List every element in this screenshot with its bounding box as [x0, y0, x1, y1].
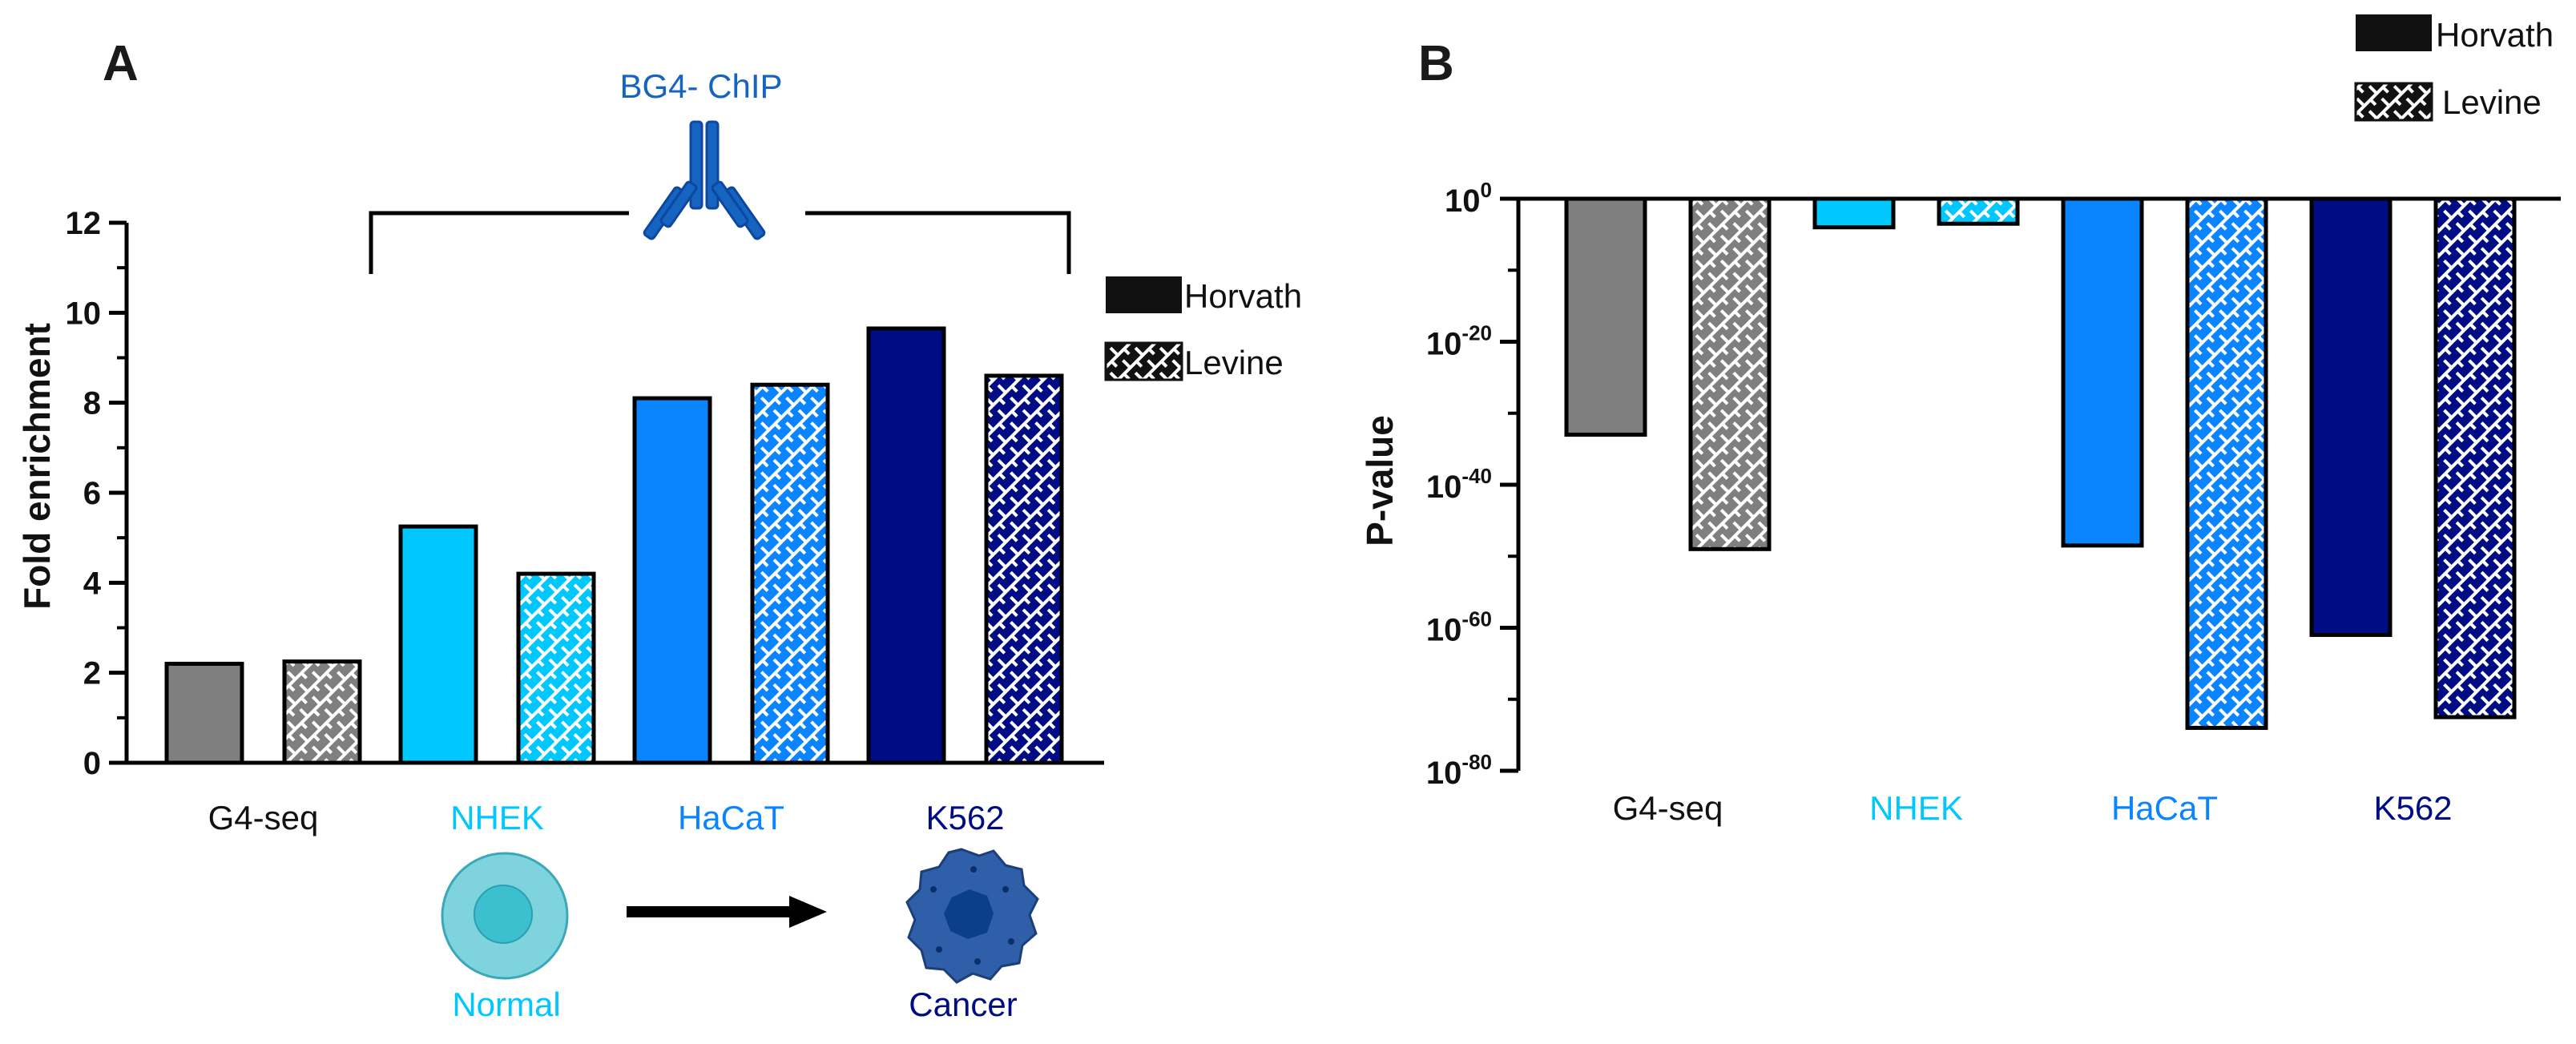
panel-b-bar-g4-seq-horvath — [1564, 196, 1647, 437]
panel-a-y-tick-label: 2 — [83, 656, 101, 691]
panel-a-bar-nhek-levine — [516, 571, 596, 765]
panel-b-bar-hacat-levine — [2185, 196, 2268, 730]
panel-a-bar-g4-seq-levine — [282, 659, 362, 765]
panel-b-bar-g4-seq-levine — [1688, 196, 1772, 551]
panel-b-chart: P-value 100 10-20 10-40 10-60 10-80 G4-seq NH… — [1359, 14, 2561, 827]
panel-b-category-label-k562: K562 — [2373, 789, 2452, 827]
panel-a-category-label-k562: K562 — [925, 799, 1004, 836]
panel-b-legend-levine-label: Levine — [2442, 83, 2542, 121]
cancer-cell-icon — [905, 848, 1039, 984]
panel-b-bar-nhek-levine — [1937, 196, 2020, 226]
panel-a-y-tick-label: 6 — [83, 476, 101, 511]
panel-a-bar-hacat-levine — [750, 382, 830, 765]
panel-b-legend-levine-swatch — [2354, 82, 2433, 122]
panel-b-legend-horvath-label: Horvath — [2436, 16, 2554, 54]
panel-b-y-tick-label: 100 — [1445, 178, 1492, 219]
cancer-cell-label: Cancer — [909, 986, 1017, 1023]
panel-b-legend-horvath-swatch — [2356, 14, 2432, 51]
panel-a-letter: A — [103, 36, 139, 91]
panel-a-y-tick-label: 10 — [66, 296, 102, 331]
panel-a-category-label-nhek: NHEK — [450, 799, 544, 836]
panel-b-y-tick-label: 10-80 — [1426, 750, 1492, 791]
panel-a-bar-hacat-horvath — [632, 396, 712, 765]
panel-b-bar-hacat-horvath — [2061, 196, 2144, 548]
panel-a-y-tick-label: 8 — [83, 386, 101, 421]
panel-a-y-tick-label: 4 — [83, 566, 102, 601]
panel-a-legend-levine-label: Levine — [1184, 344, 1284, 381]
panel-a-y-axis-title: Fold enrichment — [16, 323, 58, 610]
panel-a-legend-levine-swatch — [1104, 341, 1183, 381]
antibody-icon — [643, 120, 766, 240]
progression-arrow-icon — [627, 896, 827, 928]
panel-a-bar-g4-seq-horvath — [164, 661, 244, 765]
panel-b-bar-k562-horvath — [2309, 196, 2393, 637]
panel-b-category-label-g4-seq: G4-seq — [1613, 789, 1723, 827]
panel-b-category-label-nhek: NHEK — [1869, 789, 1963, 827]
normal-cell-label: Normal — [452, 986, 560, 1023]
panel-a-bar-k562-levine — [984, 373, 1064, 765]
panel-b-y-axis-title: P-value — [1359, 415, 1401, 546]
panel-a-y-tick-label: 12 — [66, 206, 102, 241]
panel-a-chart: Fold enrichment 0 2 4 6 8 10 12 G4-seq NHEK HaCa… — [16, 67, 1302, 1023]
panel-b-y-tick-label: 10-20 — [1426, 321, 1492, 362]
panel-b-category-label-hacat: HaCaT — [2111, 789, 2218, 827]
panel-b-bar-k562-levine — [2433, 196, 2517, 720]
panel-a-bar-nhek-horvath — [398, 524, 478, 765]
panel-a-y-tick-label: 0 — [83, 746, 101, 781]
panel-b-letter: B — [1418, 36, 1454, 91]
panel-b-y-tick-label: 10-60 — [1426, 607, 1492, 648]
panel-a-bar-k562-horvath — [866, 326, 946, 765]
panel-b-bar-nhek-horvath — [1812, 196, 1896, 230]
panel-a-legend-horvath-label: Horvath — [1184, 277, 1302, 315]
normal-cell-icon — [441, 852, 569, 980]
bg4-chip-bracket — [369, 211, 1071, 274]
panel-a-category-label-g4-seq: G4-seq — [208, 799, 319, 836]
panel-b-y-tick-label: 10-40 — [1426, 464, 1492, 505]
panel-a-category-label-hacat: HaCaT — [678, 799, 784, 836]
bg4-chip-label: BG4- ChIP — [619, 67, 782, 105]
panel-a-legend-horvath-swatch — [1106, 276, 1182, 313]
